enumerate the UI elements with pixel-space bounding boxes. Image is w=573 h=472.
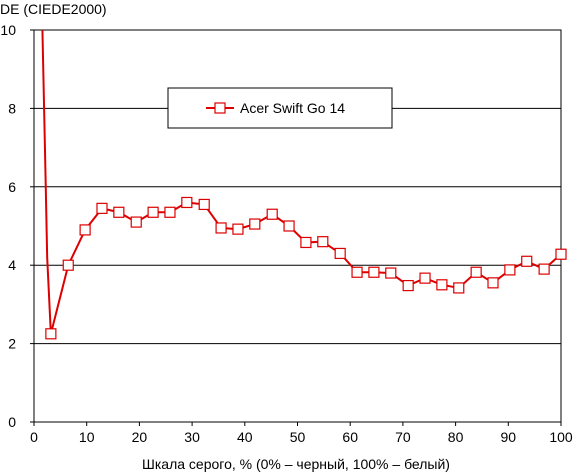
data-point-marker <box>538 263 550 275</box>
y-tick-label: 4 <box>8 257 16 273</box>
x-tick-label: 0 <box>30 429 38 445</box>
data-point-marker <box>79 224 91 236</box>
x-tick-label: 40 <box>237 429 253 445</box>
data-point-marker <box>555 248 567 260</box>
x-tick-label: 30 <box>184 429 200 445</box>
y-tick-label: 6 <box>8 179 16 195</box>
y-axis-ticks: 0 2 4 6 8 10 <box>0 22 34 430</box>
data-point-marker <box>317 236 329 248</box>
data-point-marker <box>62 259 74 271</box>
series-layer <box>41 29 567 340</box>
x-tick-label: 90 <box>501 429 517 445</box>
legend-box <box>167 87 393 129</box>
data-point-marker <box>96 202 108 214</box>
data-point-marker <box>385 267 397 279</box>
data-point-marker <box>521 255 533 267</box>
data-point-marker <box>232 223 244 235</box>
legend: Acer Swift Go 14 <box>167 87 393 129</box>
data-point-marker <box>113 206 125 218</box>
data-point-marker <box>487 277 499 289</box>
x-tick-label: 20 <box>132 429 148 445</box>
x-tick-label: 50 <box>290 429 306 445</box>
data-point-marker <box>198 198 210 211</box>
x-tick-label: 10 <box>79 429 95 445</box>
data-point-marker <box>402 279 414 292</box>
series-line <box>41 29 562 335</box>
data-point-marker <box>504 264 516 276</box>
data-point-marker <box>453 282 465 294</box>
data-point-marker <box>436 279 448 291</box>
x-axis-title: Шкала серого, % (0% – черный, 100% – бел… <box>142 456 450 472</box>
data-point-marker <box>130 216 142 228</box>
x-axis-ticks: 0 10 20 30 40 50 60 70 80 90 100 <box>30 422 573 445</box>
data-point-marker <box>368 266 380 278</box>
y-axis-title: DE (CIEDE2000) <box>0 1 107 17</box>
data-point-marker <box>181 196 193 209</box>
data-point-marker <box>45 328 57 340</box>
data-point-marker <box>164 206 176 218</box>
y-tick-label: 2 <box>8 336 16 352</box>
data-point-marker <box>300 236 312 249</box>
data-point-marker <box>283 220 295 232</box>
x-tick-label: 60 <box>342 429 358 445</box>
y-tick-label: 0 <box>8 414 16 430</box>
legend-label: Acer Swift Go 14 <box>240 100 345 116</box>
data-point-marker <box>470 266 482 278</box>
data-point-marker <box>351 266 363 278</box>
x-tick-label: 70 <box>395 429 411 445</box>
data-point-marker <box>249 218 261 230</box>
legend-marker <box>214 102 226 114</box>
data-point-marker <box>147 206 159 218</box>
x-tick-label: 80 <box>448 429 464 445</box>
data-point-marker <box>266 208 278 220</box>
data-point-marker <box>419 272 431 284</box>
data-point-marker <box>334 247 346 260</box>
data-point-marker <box>215 222 227 234</box>
y-tick-label: 8 <box>8 100 16 116</box>
y-tick-label: 10 <box>0 22 16 38</box>
x-tick-label: 100 <box>549 429 573 445</box>
